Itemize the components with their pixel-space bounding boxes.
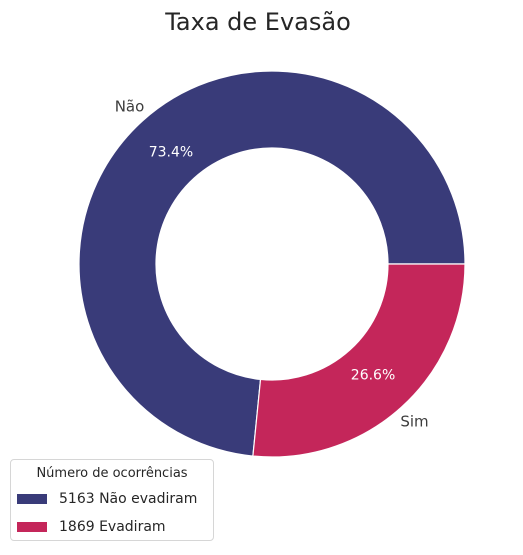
slice-percent-0: 73.4% xyxy=(149,144,193,160)
legend-label: 1869 Evadiram xyxy=(59,519,166,535)
slices-group xyxy=(78,70,466,458)
chart-legend: Número de ocorrências 5163 Não evadiram … xyxy=(10,459,214,541)
slice-label-1: Sim xyxy=(400,412,428,430)
labels-group: Não 73.4% Sim 26.6% xyxy=(115,98,429,431)
legend-swatch-sim xyxy=(17,522,47,532)
legend-swatch-nao xyxy=(17,494,47,504)
legend-entry-nao-evadiram: 5163 Não evadiram xyxy=(17,490,197,508)
slice-percent-1: 26.6% xyxy=(351,368,395,384)
slice-label-0: Não xyxy=(115,98,145,116)
legend-title: Número de ocorrências xyxy=(36,466,188,481)
slice-1 xyxy=(252,263,466,458)
slice-0 xyxy=(78,70,466,457)
chart-title: Taxa de Evasão xyxy=(164,8,351,36)
legend-entry-evadiram: 1869 Evadiram xyxy=(17,518,166,536)
legend-label: 5163 Não evadiram xyxy=(59,491,198,507)
